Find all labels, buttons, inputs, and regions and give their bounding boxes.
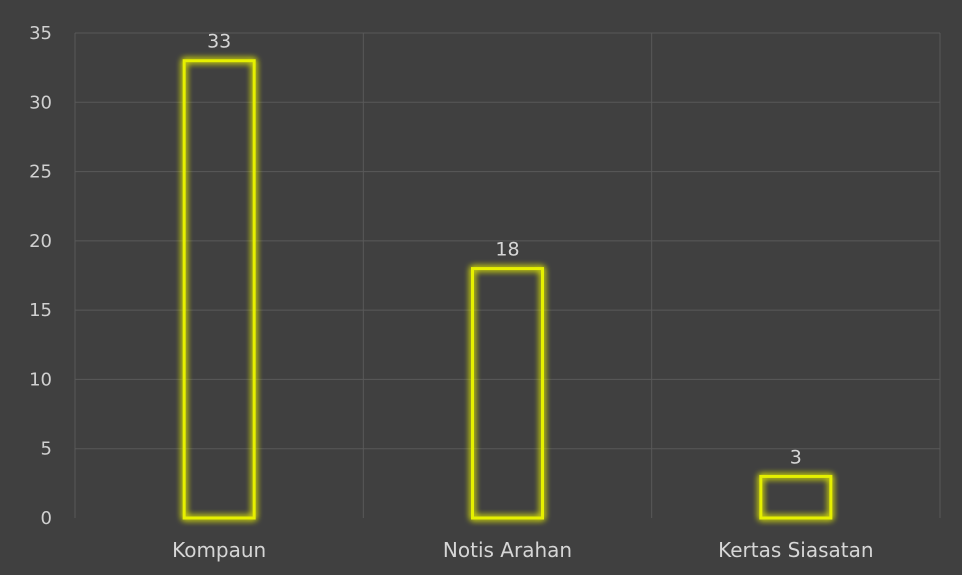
data-label: 18 <box>495 239 519 261</box>
x-axis-labels: Kompaun Notis Arahan Kertas Siasatan <box>172 538 873 562</box>
bar-kompaun <box>182 59 256 520</box>
gridlines <box>74 32 941 518</box>
bar-notis-arahan <box>471 267 544 520</box>
y-tick-label: 20 <box>29 231 52 252</box>
bars <box>182 59 833 520</box>
x-category-label: Kompaun <box>172 538 266 562</box>
data-label: 33 <box>207 31 231 53</box>
y-tick-label: 30 <box>29 92 52 113</box>
y-axis-ticks: 0 5 10 15 20 25 30 35 <box>29 23 52 529</box>
y-tick-label: 35 <box>29 23 52 44</box>
y-tick-label: 10 <box>29 369 52 390</box>
y-tick-label: 0 <box>41 508 52 529</box>
y-tick-label: 15 <box>29 300 52 321</box>
bar-kertas-siasatan <box>759 474 833 520</box>
data-labels: 33 18 3 <box>207 31 802 469</box>
x-category-label: Kertas Siasatan <box>718 538 873 562</box>
data-label: 3 <box>790 446 802 468</box>
x-category-label: Notis Arahan <box>443 538 572 562</box>
y-tick-label: 25 <box>29 162 52 183</box>
y-tick-label: 5 <box>41 439 52 460</box>
